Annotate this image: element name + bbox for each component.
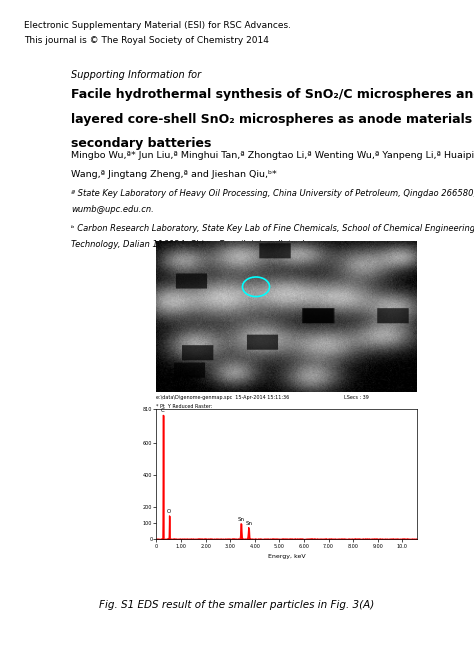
Text: Fig. S1 EDS result of the smaller particles in Fig. 3(A): Fig. S1 EDS result of the smaller partic…: [100, 600, 374, 610]
Text: ª State Key Laboratory of Heavy Oil Processing, China University of Petroleum, Q: ª State Key Laboratory of Heavy Oil Proc…: [71, 189, 474, 198]
Text: Technology, Dalian 116024, China. E-mail: jqiu@dlut.edu.cn.: Technology, Dalian 116024, China. E-mail…: [71, 240, 324, 249]
Text: Wang,ª Jingtang Zheng,ª and Jieshan Qiu,ᵇ*: Wang,ª Jingtang Zheng,ª and Jieshan Qiu,…: [71, 170, 277, 178]
Text: wumb@upc.edu.cn.: wumb@upc.edu.cn.: [71, 205, 154, 214]
X-axis label: Energy, keV: Energy, keV: [268, 554, 306, 559]
Text: e:\data\D\genome-genmap.spc  15-Apr-2014 15:11:36: e:\data\D\genome-genmap.spc 15-Apr-2014 …: [156, 395, 290, 400]
Text: Facile hydrothermal synthesis of SnO₂/C microspheres and double: Facile hydrothermal synthesis of SnO₂/C …: [71, 88, 474, 101]
Text: This journal is © The Royal Society of Chemistry 2014: This journal is © The Royal Society of C…: [24, 36, 269, 45]
Text: * Pt  Y Reduced Raster:: * Pt Y Reduced Raster:: [156, 403, 213, 409]
Text: Mingbo Wu,ª* Jun Liu,ª Minghui Tan,ª Zhongtao Li,ª Wenting Wu,ª Yanpeng Li,ª Hua: Mingbo Wu,ª* Jun Liu,ª Minghui Tan,ª Zho…: [71, 151, 474, 159]
Text: secondary batteries: secondary batteries: [71, 137, 211, 149]
Text: C: C: [161, 407, 165, 413]
Text: Electronic Supplementary Material (ESI) for RSC Advances.: Electronic Supplementary Material (ESI) …: [24, 21, 291, 30]
Text: layered core-shell SnO₂ microspheres as anode materials for Li-ion: layered core-shell SnO₂ microspheres as …: [71, 113, 474, 125]
Text: Supporting Information for: Supporting Information for: [71, 70, 201, 80]
Text: Sn: Sn: [237, 517, 245, 523]
Text: O: O: [167, 509, 171, 514]
Text: ᵇ Carbon Research Laboratory, State Key Lab of Fine Chemicals, School of Chemica: ᵇ Carbon Research Laboratory, State Key …: [71, 224, 474, 232]
Text: LSecs : 39: LSecs : 39: [344, 395, 369, 400]
Text: Sn: Sn: [245, 521, 252, 526]
